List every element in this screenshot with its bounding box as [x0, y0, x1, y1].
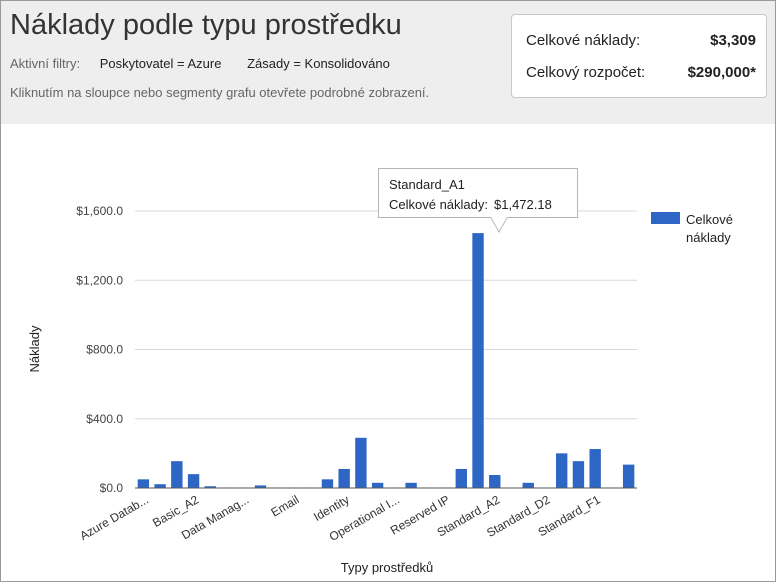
y-axis-ticks: $0.0 $400.0 $800.0 $1,200.0 $1,600.0 — [76, 204, 123, 495]
bar[interactable] — [472, 233, 484, 488]
total-cost-value: $3,309 — [710, 32, 756, 49]
bar[interactable] — [622, 464, 635, 488]
x-tick-label: Azure Datab... — [77, 492, 150, 542]
bar[interactable] — [455, 468, 467, 488]
bar[interactable] — [572, 461, 585, 488]
chart-gridlines — [135, 210, 637, 489]
bar[interactable] — [254, 485, 267, 488]
total-cost-row: Celkové náklady: $3,309 — [526, 32, 756, 49]
bar[interactable] — [171, 461, 183, 488]
tooltip-cost: Celkové náklady: $1,472.18 — [389, 197, 552, 212]
tooltip-pointer — [491, 217, 507, 231]
filters-label: Aktivní filtry: — [10, 56, 81, 71]
cost-by-resource-chart: $0.0 $400.0 $800.0 $1,200.0 $1,600.0 Azure D… — [27, 204, 637, 575]
bar[interactable] — [321, 479, 334, 488]
active-filters: Aktivní filtry: Poskytovatel = Azure Zás… — [10, 56, 412, 71]
legend-label: Celkové náklady — [686, 212, 733, 245]
tooltip-cost-value: $1,472.18 — [494, 197, 552, 212]
x-axis-label: Typy prostředků — [341, 560, 434, 575]
x-tick-label: Identity — [311, 492, 352, 523]
page-title: Náklady podle typu prostředku — [10, 9, 402, 41]
bar[interactable] — [371, 482, 384, 488]
bar[interactable] — [338, 468, 350, 488]
chart-bars — [137, 233, 635, 488]
y-tick-label: $800.0 — [86, 343, 123, 357]
report-header: Náklady podle typu prostředku Aktivní fi… — [1, 1, 775, 124]
bar[interactable] — [355, 437, 367, 488]
filter-provider[interactable]: Poskytovatel = Azure — [99, 56, 222, 71]
bar[interactable] — [405, 482, 417, 488]
bar[interactable] — [556, 453, 568, 488]
bar-tooltip: Standard_A1 Celkové náklady: $1,472.18 — [378, 168, 578, 218]
legend-swatch — [651, 212, 680, 224]
bar[interactable] — [204, 486, 216, 488]
y-axis-label: Náklady — [27, 325, 42, 372]
total-budget-row: Celkový rozpočet: $290,000* — [526, 64, 756, 81]
drilldown-hint: Kliknutím na sloupce nebo segmenty grafu… — [10, 85, 430, 100]
cost-summary-card: Celkové náklady: $3,309 Celkový rozpočet… — [511, 14, 767, 98]
total-budget-value: $290,000* — [687, 64, 756, 81]
bar[interactable] — [489, 475, 501, 488]
filter-policy[interactable]: Zásady = Konsolidováno — [247, 56, 390, 71]
tooltip-cost-label: Celkové náklady: — [389, 197, 488, 212]
total-cost-label: Celkové náklady: — [526, 32, 641, 49]
bar[interactable] — [522, 482, 534, 488]
bar[interactable] — [187, 474, 200, 488]
x-tick-label: Email — [268, 492, 301, 519]
bar[interactable] — [154, 484, 166, 488]
y-tick-label: $400.0 — [86, 412, 123, 426]
y-tick-label: $1,200.0 — [76, 273, 123, 287]
y-tick-label: $0.0 — [100, 481, 124, 495]
bar[interactable] — [589, 449, 601, 488]
tooltip-title: Standard_A1 — [389, 177, 465, 192]
total-budget-label: Celkový rozpočet: — [526, 64, 646, 81]
bar[interactable] — [137, 479, 150, 488]
y-tick-label: $1,600.0 — [76, 204, 123, 218]
